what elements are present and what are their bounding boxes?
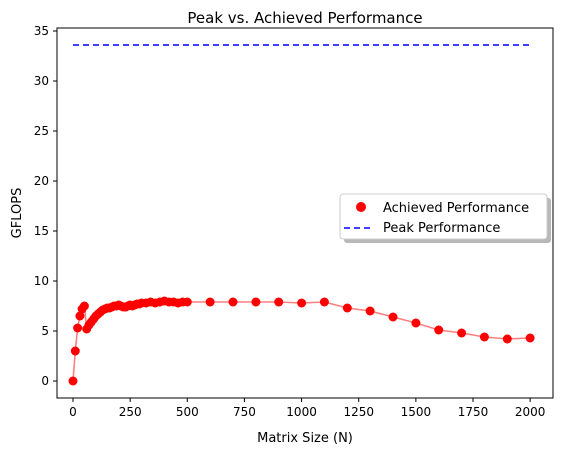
x-tick-label: 1500 — [401, 405, 432, 419]
legend: Achieved Performance Peak Performance — [339, 193, 551, 243]
legend-marker-achieved — [356, 202, 366, 212]
achieved-point — [457, 328, 467, 338]
y-tick-label: 10 — [34, 274, 49, 288]
achieved-point — [365, 306, 375, 316]
y-tick-label: 15 — [34, 224, 49, 238]
y-tick-label: 35 — [34, 24, 49, 38]
achieved-point — [525, 333, 535, 343]
achieved-point — [182, 297, 192, 307]
achieved-point — [297, 298, 307, 308]
achieved-point — [434, 325, 444, 335]
achieved-point — [342, 303, 352, 313]
chart-title: Peak vs. Achieved Performance — [187, 9, 422, 27]
achieved-point — [70, 346, 80, 356]
achieved-point — [479, 332, 489, 342]
plot-area — [68, 44, 535, 386]
legend-label-peak: Peak Performance — [383, 221, 500, 236]
achieved-point — [228, 297, 238, 307]
achieved-point — [319, 297, 329, 307]
y-tick-label: 5 — [41, 324, 49, 338]
x-tick-label: 250 — [119, 405, 142, 419]
achieved-point — [251, 297, 261, 307]
y-tick-label: 20 — [34, 174, 49, 188]
achieved-point — [502, 334, 512, 344]
axes-frame — [56, 27, 554, 399]
achieved-point — [73, 323, 83, 333]
x-tick-label: 1750 — [458, 405, 489, 419]
achieved-point — [79, 301, 89, 311]
x-tick-label: 500 — [176, 405, 199, 419]
x-tick-label: 1250 — [343, 405, 374, 419]
y-tick-label: 25 — [34, 124, 49, 138]
x-tick-label: 750 — [233, 405, 256, 419]
y-axis: 0 5 10 15 20 25 30 35 — [34, 24, 57, 388]
x-axis: 0 250 500 750 1000 1250 1500 1750 2000 — [69, 398, 545, 419]
achieved-point — [274, 297, 284, 307]
achieved-point — [411, 318, 421, 328]
achieved-point — [75, 311, 85, 321]
x-tick-label: 1000 — [286, 405, 317, 419]
achieved-point — [68, 376, 78, 386]
achieved-point — [388, 312, 398, 322]
achieved-point — [205, 297, 215, 307]
legend-box — [339, 193, 548, 240]
x-tick-label: 2000 — [515, 405, 546, 419]
legend-label-achieved: Achieved Performance — [383, 201, 529, 216]
x-axis-label: Matrix Size (N) — [257, 431, 353, 446]
y-axis-label: GFLOPS — [10, 188, 25, 239]
x-tick-label: 0 — [69, 405, 77, 419]
y-tick-label: 30 — [34, 74, 49, 88]
y-tick-label: 0 — [41, 374, 49, 388]
